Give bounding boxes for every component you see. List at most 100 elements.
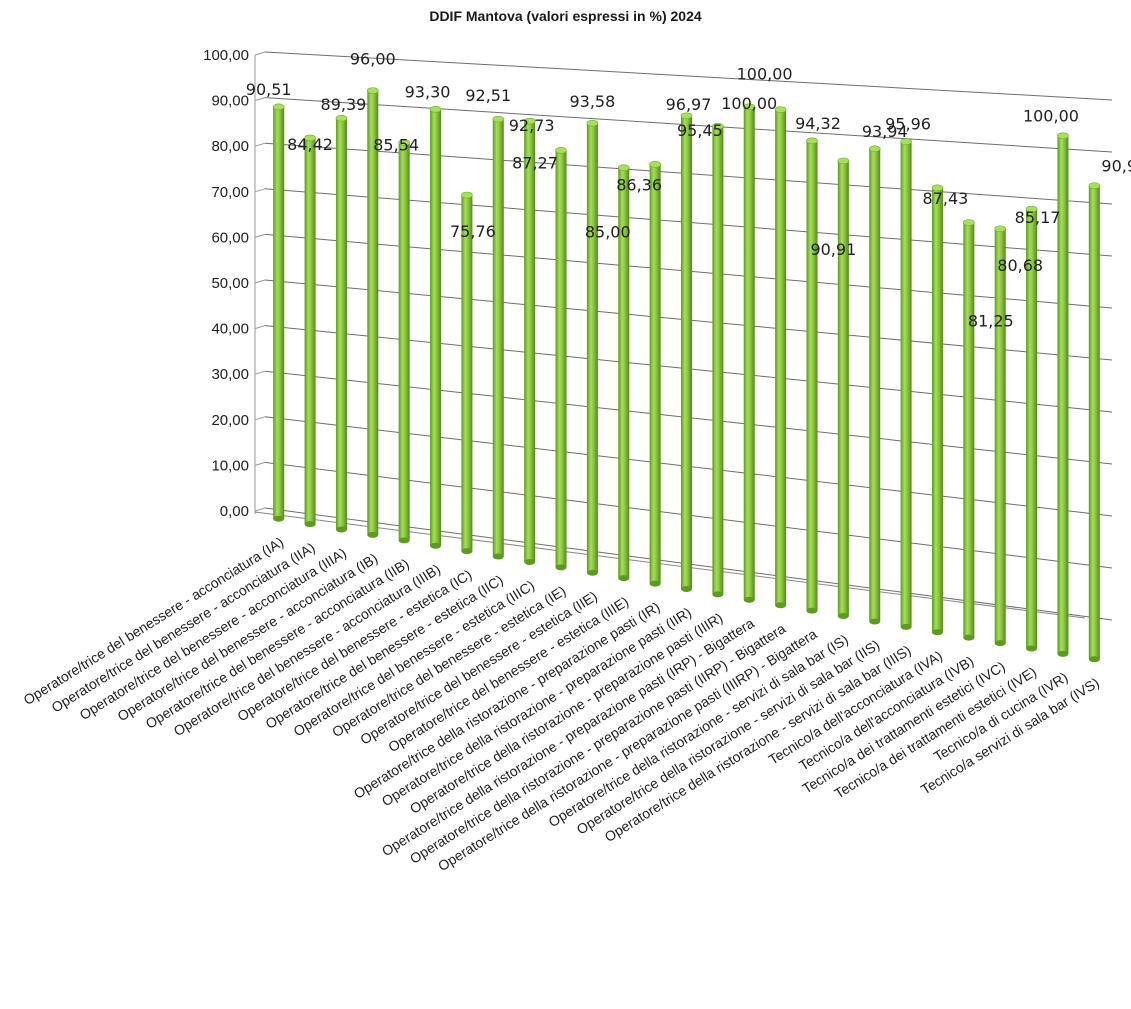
bar-top — [837, 157, 850, 165]
bar-base — [1088, 656, 1100, 663]
bar-body — [524, 121, 536, 562]
bar — [994, 225, 1007, 647]
bar-base — [461, 548, 473, 555]
bar-top — [649, 161, 661, 168]
y-tick-label: 40,00 — [211, 321, 249, 338]
bar-top — [994, 225, 1007, 233]
bar — [900, 138, 912, 630]
data-label: 96,00 — [350, 50, 396, 69]
bar-body — [806, 140, 818, 611]
wall-tick — [254, 279, 266, 284]
bar-body — [775, 109, 787, 606]
bar — [461, 191, 473, 555]
bar-base — [743, 596, 755, 603]
data-label: 95,96 — [885, 115, 931, 134]
bar-body — [712, 126, 724, 595]
bar — [963, 219, 975, 641]
bar-body — [555, 150, 567, 568]
y-tick-label: 10,00 — [211, 457, 249, 474]
bar — [555, 147, 567, 571]
bar-top — [366, 87, 379, 94]
y-tick-label: 80,00 — [211, 138, 249, 155]
bar-top — [931, 184, 944, 192]
bar — [335, 114, 348, 533]
wall-tick — [254, 233, 266, 238]
wall-tick — [254, 325, 266, 330]
bar-body — [367, 90, 379, 535]
data-label: 95,45 — [677, 121, 723, 140]
data-label: 80,68 — [997, 256, 1043, 275]
bar — [1057, 132, 1069, 657]
bar-body — [994, 228, 1006, 644]
bar-top — [712, 122, 724, 130]
bar-top — [586, 119, 599, 127]
chart-title: DDIF Mantova (valori espressi in %) 2024 — [429, 8, 702, 24]
data-label: 84,42 — [287, 135, 333, 154]
bar-body — [273, 106, 285, 519]
bar-top — [492, 115, 505, 123]
bar-body — [1088, 185, 1100, 660]
data-label: 93,30 — [405, 82, 451, 101]
wall-tick — [254, 188, 266, 193]
bar-base — [900, 623, 912, 630]
bar-top — [523, 117, 536, 125]
data-label: 85,54 — [373, 135, 419, 154]
bar-top — [335, 114, 348, 122]
bar — [868, 145, 881, 625]
data-label: 94,32 — [795, 114, 841, 133]
data-label: 75,76 — [450, 222, 496, 241]
bar-base — [649, 580, 661, 587]
y-tick-label: 90,00 — [211, 93, 249, 110]
bar-base — [1057, 650, 1069, 657]
bar-top — [743, 103, 756, 111]
bar-body — [618, 167, 630, 579]
data-label: 92,51 — [465, 86, 511, 105]
bar — [492, 115, 505, 560]
bar — [680, 112, 693, 592]
bar-base — [618, 575, 630, 582]
bar-top — [429, 106, 442, 113]
bar-base — [398, 537, 410, 544]
bar-body — [304, 137, 316, 525]
bar-top — [555, 147, 567, 154]
data-label: 81,25 — [968, 312, 1014, 331]
bar-base — [430, 542, 442, 549]
bar-base — [931, 629, 943, 636]
bar-base — [712, 591, 724, 598]
data-label: 86,36 — [616, 175, 662, 194]
bar-base — [586, 569, 598, 576]
bar-body — [461, 195, 473, 552]
bar-body — [963, 222, 975, 638]
bar-base — [492, 553, 504, 560]
bar — [523, 117, 536, 565]
bar — [743, 103, 756, 603]
bar-top — [1025, 205, 1038, 213]
bar-base — [335, 526, 347, 533]
wall-tick — [254, 97, 266, 102]
bar-body — [649, 164, 661, 584]
bar-base — [555, 564, 567, 571]
bar-base — [367, 531, 379, 538]
bar-body — [900, 141, 912, 627]
bar — [931, 184, 944, 636]
gridline — [264, 51, 1113, 101]
wall-tick — [254, 142, 266, 147]
bar — [617, 164, 630, 582]
bar-body — [681, 115, 692, 589]
bar-top — [617, 164, 630, 172]
bar-top — [1057, 132, 1069, 139]
bar-base — [304, 521, 316, 528]
y-tick-label: 100,00 — [203, 47, 249, 64]
data-label: 85,17 — [1015, 208, 1061, 227]
bar — [429, 106, 442, 549]
bar-top — [963, 219, 975, 226]
bar-body — [869, 148, 881, 622]
bar-base — [837, 613, 849, 620]
bar-top — [304, 134, 316, 142]
data-label: 89,39 — [321, 95, 367, 114]
wall-tick — [254, 507, 266, 512]
bar — [272, 103, 285, 522]
bar-base — [994, 640, 1006, 647]
